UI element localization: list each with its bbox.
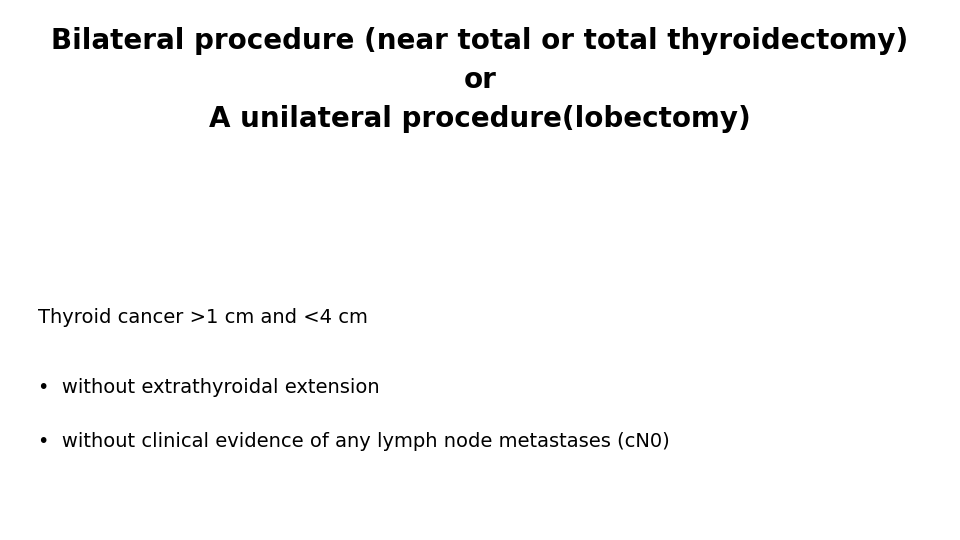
Text: •  without clinical evidence of any lymph node metastases (cN0): • without clinical evidence of any lymph… <box>38 432 670 451</box>
Text: Thyroid cancer >1 cm and <4 cm: Thyroid cancer >1 cm and <4 cm <box>38 308 369 327</box>
Text: •  without extrathyroidal extension: • without extrathyroidal extension <box>38 378 380 397</box>
Text: Bilateral procedure (near total or total thyroidectomy)
or
A unilateral procedur: Bilateral procedure (near total or total… <box>52 27 908 133</box>
